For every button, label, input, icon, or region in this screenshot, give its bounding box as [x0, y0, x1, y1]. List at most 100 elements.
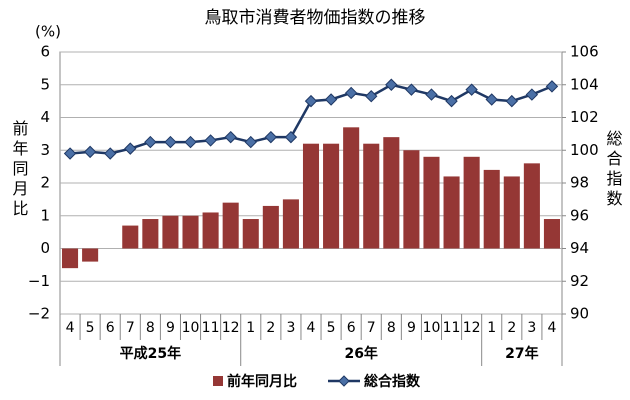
marker: [144, 135, 157, 149]
x-tick-label: 4: [66, 320, 75, 336]
y2-tick-label: 90: [570, 305, 589, 323]
y-tick-label: 5: [40, 75, 50, 93]
x-tick-label: 6: [347, 320, 356, 336]
bar: [523, 163, 540, 249]
bar: [363, 143, 380, 249]
legend-swatch: [213, 376, 223, 386]
marker: [365, 90, 378, 103]
x-tick-label: 4: [307, 320, 316, 336]
bar: [423, 156, 440, 249]
x-tick-label: 3: [286, 320, 295, 336]
marker: [465, 83, 478, 96]
y2-tick-label: 94: [570, 239, 589, 257]
y-tick-label: 6: [40, 43, 50, 61]
y-tick-label: 3: [40, 141, 50, 159]
x-group-label: 26年: [344, 345, 377, 362]
y-axis-title: 前年同月比: [10, 120, 29, 220]
marker: [324, 93, 338, 106]
x-tick-label: 11: [443, 320, 461, 336]
y2-tick-label: 102: [570, 108, 599, 126]
bar: [483, 169, 500, 249]
y-tick-label: 0: [40, 239, 50, 257]
y2-tick-label: 98: [570, 174, 589, 192]
marker: [264, 130, 278, 144]
marker: [445, 94, 458, 108]
y2-tick-label: 100: [570, 141, 599, 159]
marker: [224, 130, 237, 144]
x-tick-label: 9: [166, 320, 175, 336]
bar: [142, 219, 159, 249]
bar: [443, 176, 460, 249]
marker: [505, 94, 519, 108]
legend-label: 総合指数: [364, 373, 421, 390]
marker: [63, 147, 77, 160]
marker: [485, 93, 498, 106]
x-group-label: 平成25年: [120, 345, 181, 362]
x-tick-label: 5: [86, 320, 95, 336]
x-tick-label: 12: [463, 320, 481, 336]
x-tick-label: 8: [146, 320, 155, 336]
y-tick-label: 1: [40, 206, 50, 224]
bar: [62, 248, 79, 269]
y2-tick-label: 106: [570, 43, 599, 61]
y2-tick-label: 104: [570, 75, 599, 93]
x-tick-label: 4: [547, 320, 556, 336]
x-tick-label: 7: [367, 320, 376, 336]
marker: [525, 88, 539, 101]
y-tick-label: −1: [28, 272, 50, 290]
bar: [182, 215, 199, 249]
marker: [545, 80, 559, 93]
x-tick-label: 11: [202, 320, 220, 336]
bar: [202, 212, 219, 249]
x-tick-label: 7: [126, 320, 135, 336]
x-tick-label: 10: [182, 320, 200, 336]
x-tick-label: 3: [527, 320, 536, 336]
bar: [162, 215, 179, 249]
bar: [222, 202, 239, 249]
x-tick-label: 1: [487, 320, 496, 336]
bar: [282, 199, 299, 249]
marker: [244, 135, 257, 149]
x-tick-label: 6: [106, 320, 115, 336]
bar: [122, 225, 139, 249]
chart-title: 鳥取市消費者物価指数の推移: [205, 8, 426, 28]
bar: [242, 219, 259, 249]
marker: [103, 147, 117, 160]
bar: [403, 150, 420, 249]
bar: [543, 219, 560, 249]
x-tick-label: 2: [507, 320, 516, 336]
marker: [184, 135, 197, 149]
y-unit: (%): [35, 23, 61, 41]
y2-tick-label: 92: [570, 272, 589, 290]
y2-tick-label: 96: [570, 206, 589, 224]
bar: [383, 137, 400, 249]
marker: [425, 88, 438, 101]
x-tick-label: 5: [327, 320, 336, 336]
bar: [323, 143, 340, 249]
marker: [405, 83, 418, 96]
bar: [343, 127, 360, 249]
marker: [385, 78, 398, 91]
bar: [82, 248, 99, 262]
bar: [503, 176, 520, 249]
legend-label: 前年同月比: [227, 373, 297, 390]
x-tick-label: 1: [246, 320, 255, 336]
marker: [124, 142, 137, 155]
legend-marker: [338, 375, 350, 387]
marker: [83, 145, 97, 159]
bar: [302, 143, 320, 249]
x-group-label: 27年: [505, 345, 538, 362]
bar: [262, 205, 279, 249]
marker: [344, 86, 358, 100]
x-tick-label: 9: [407, 320, 416, 336]
marker: [164, 135, 177, 149]
x-tick-label: 10: [423, 320, 441, 336]
marker: [304, 94, 318, 108]
y-tick-label: −2: [28, 305, 50, 323]
y-tick-label: 4: [40, 108, 50, 126]
y-tick-label: 2: [40, 174, 50, 192]
x-tick-label: 12: [222, 320, 240, 336]
x-tick-label: 2: [266, 320, 275, 336]
bar: [463, 156, 480, 249]
